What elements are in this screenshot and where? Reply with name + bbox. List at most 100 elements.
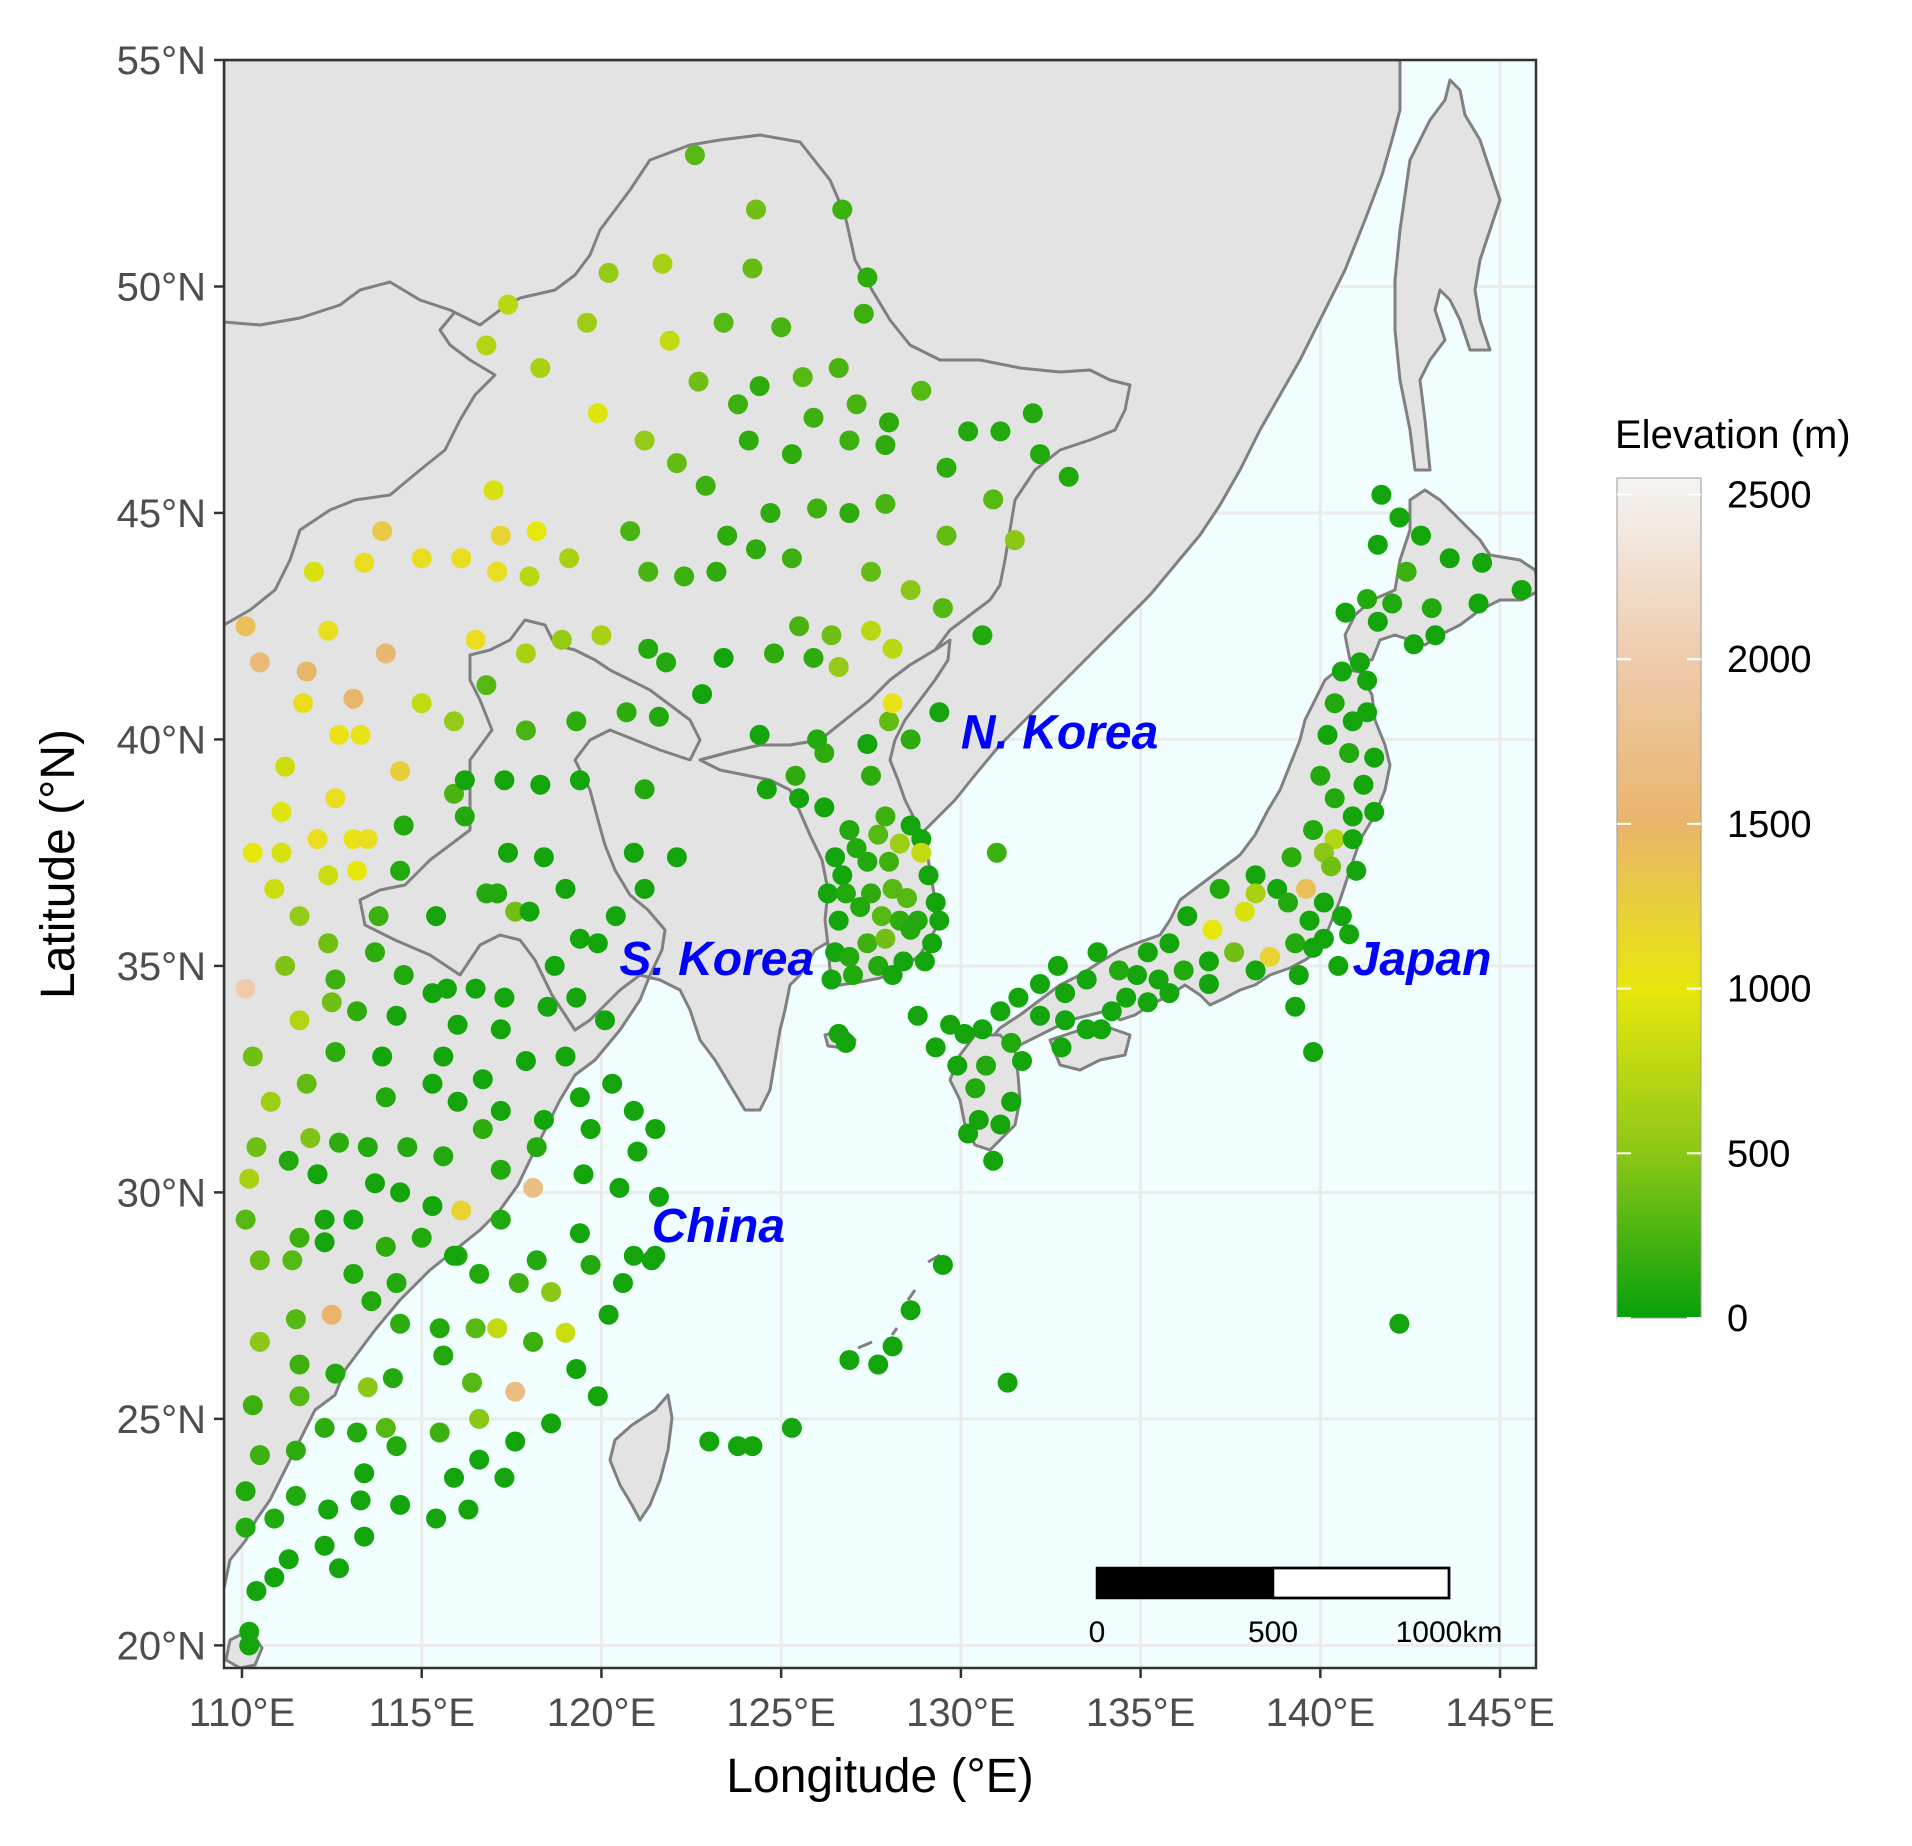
station-point	[648, 1186, 669, 1207]
station-point	[1234, 901, 1255, 922]
legend-tick-label-500: 500	[1727, 1133, 1790, 1175]
station-point	[1209, 878, 1230, 899]
station-point	[997, 1372, 1018, 1393]
station-point	[839, 503, 860, 523]
station-point	[1159, 933, 1180, 954]
station-point	[839, 430, 860, 451]
station-point	[411, 693, 432, 714]
station-point	[343, 688, 364, 709]
station-point	[789, 788, 810, 809]
station-point	[1260, 946, 1280, 967]
station-point	[1245, 960, 1266, 981]
station-point	[936, 457, 957, 478]
station-point	[648, 706, 669, 727]
station-point	[853, 303, 874, 324]
station-point	[972, 625, 993, 646]
station-point	[1331, 661, 1352, 682]
station-point	[239, 1635, 260, 1656]
station-point	[1335, 602, 1356, 623]
station-point	[756, 779, 777, 800]
station-point	[386, 1005, 407, 1026]
station-point	[559, 548, 580, 569]
station-point	[1342, 829, 1363, 850]
station-point	[1224, 942, 1245, 963]
station-point	[803, 407, 824, 428]
station-point	[1367, 534, 1388, 555]
station-point	[271, 842, 292, 863]
station-point	[1468, 593, 1489, 614]
station-point	[314, 1232, 335, 1253]
station-point	[983, 1150, 1004, 1171]
station-point	[343, 829, 364, 850]
station-point	[375, 1417, 396, 1438]
station-point	[494, 770, 515, 791]
station-point	[465, 1318, 486, 1339]
station-point	[1055, 983, 1076, 1004]
station-point	[1421, 598, 1442, 619]
station-point	[519, 901, 540, 922]
y-axis-title: Latitude (°N)	[32, 729, 85, 999]
station-point	[1001, 1032, 1022, 1053]
y-tick-label: 45°N	[117, 492, 206, 536]
station-point	[893, 951, 914, 972]
station-point	[1091, 1019, 1112, 1040]
station-point	[354, 1526, 375, 1547]
station-point	[472, 1119, 493, 1139]
station-point	[422, 1196, 443, 1216]
station-point	[1364, 747, 1385, 768]
station-point	[505, 1381, 526, 1402]
station-point	[645, 1119, 666, 1139]
station-point	[1511, 580, 1532, 600]
station-point	[235, 1481, 256, 1502]
station-point	[882, 638, 903, 659]
station-point	[947, 1055, 968, 1076]
station-point	[566, 711, 587, 732]
station-point	[573, 1164, 594, 1185]
country-label-s-korea: S. Korea	[619, 933, 814, 986]
station-point	[738, 430, 759, 451]
station-point	[900, 919, 921, 940]
station-point	[591, 625, 612, 646]
station-point	[469, 1408, 490, 1429]
station-point	[857, 933, 878, 954]
station-point	[843, 965, 863, 985]
station-point	[785, 765, 806, 786]
station-point	[1357, 670, 1378, 691]
station-point	[911, 842, 932, 863]
station-point	[925, 1037, 946, 1058]
station-point	[375, 1236, 396, 1257]
station-point	[627, 1141, 648, 1162]
x-tick-label: 140°E	[1266, 1691, 1375, 1735]
country-label-n-korea: N. Korea	[961, 706, 1158, 759]
station-point	[318, 865, 339, 886]
station-point	[932, 1254, 953, 1275]
station-point	[879, 851, 899, 872]
station-point	[541, 1413, 562, 1434]
station-point	[846, 394, 867, 415]
station-point	[530, 774, 551, 795]
station-point	[968, 1109, 989, 1130]
station-point	[526, 521, 547, 542]
station-point	[1159, 983, 1180, 1004]
station-point	[505, 1431, 526, 1452]
station-point	[1339, 924, 1360, 945]
station-point	[1030, 1005, 1050, 1026]
station-point	[929, 910, 950, 931]
station-point	[1008, 987, 1029, 1008]
station-point	[555, 1322, 576, 1343]
station-point	[609, 1177, 630, 1198]
station-point	[289, 1010, 310, 1031]
station-point	[321, 992, 342, 1013]
station-point	[1310, 765, 1331, 786]
station-point	[293, 693, 314, 714]
station-point	[1058, 466, 1079, 487]
station-point	[235, 1517, 256, 1538]
station-point	[329, 724, 349, 745]
station-point	[1296, 878, 1316, 899]
station-point	[580, 1119, 601, 1139]
station-point	[616, 702, 637, 723]
station-point	[835, 1032, 856, 1053]
station-point	[868, 824, 889, 845]
station-point	[347, 1001, 367, 1022]
station-point	[1324, 829, 1345, 850]
